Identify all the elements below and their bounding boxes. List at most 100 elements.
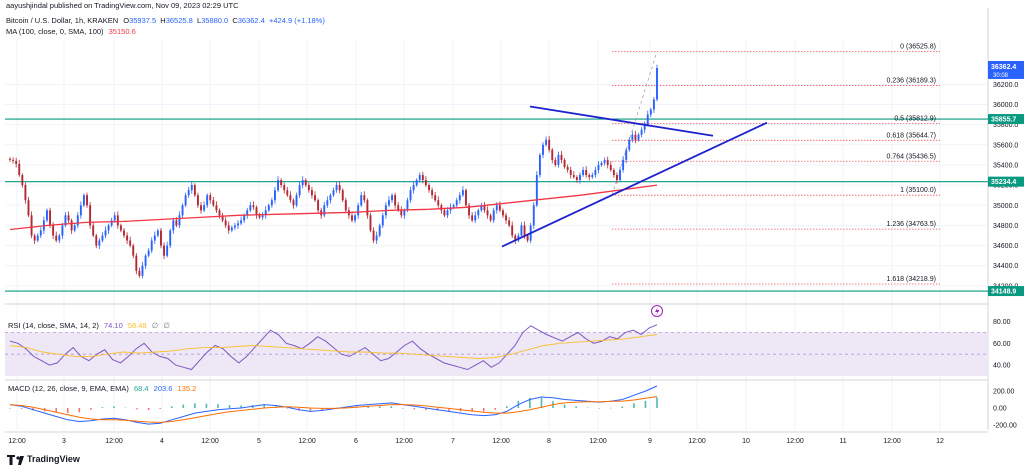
candle [501,208,504,218]
candle-body [526,235,529,241]
ohlc-close-key: C [232,16,238,25]
macd-hist-bar [240,405,242,408]
candle-body [428,185,430,191]
candle-body [55,235,58,241]
candle [144,253,147,270]
macd-legend: MACD (12, 26, close, 9, EMA, EMA) 68.4 2… [8,384,196,393]
macd-tick-label: 200.00 [993,389,1015,396]
candle [375,231,378,244]
macd-signal-value: 135.2 [178,384,197,393]
candle-body [153,235,156,241]
candle-body [606,159,609,165]
candle [354,213,357,224]
candle-body [289,195,292,201]
candle-body [64,215,67,226]
macd-hist-bar [182,404,185,408]
ohlc-high-value: 36525.8 [166,16,193,25]
candle-body [468,205,471,216]
rsi-tick-label: 80.00 [993,319,1011,326]
rsi-tick-label: 60.00 [993,341,1011,348]
candle [409,186,412,203]
time-tick-label: 12:00 [8,438,26,445]
candle-body [163,245,166,256]
candle [218,208,221,219]
time-tick-label: 12:00 [298,438,316,445]
candle [261,212,264,220]
candle-body [18,163,21,176]
candle-body [582,170,585,176]
candle-body [366,200,369,216]
candle-body [378,225,381,236]
candle-body [480,205,483,211]
candle [492,207,495,224]
current-price-label-bg [988,60,1024,79]
candle-body [175,220,178,226]
candle [597,161,600,174]
candle [160,227,162,249]
candle [187,186,190,198]
candle [163,242,166,260]
candle-body [166,245,169,256]
candle-body [261,215,264,218]
lightning-icon[interactable] [651,305,663,317]
candle [532,202,535,229]
candle [172,217,175,234]
candle [326,196,329,208]
candle [58,233,61,244]
candle-body [129,240,132,246]
candle-body [489,215,492,221]
candle [600,161,603,167]
candle [280,178,283,188]
candle [298,181,301,198]
candle-body [434,195,437,201]
candle [283,182,286,194]
time-tick-label: 12:00 [492,438,510,445]
time-tick-label: 11 [839,438,846,445]
candle [486,206,489,219]
candle-body [150,240,153,251]
macd-hist-bar [9,408,11,409]
candle [76,212,79,229]
macd-hist-bar [194,403,196,408]
candle-body [101,235,104,241]
candle [415,178,418,187]
candle-body [123,230,125,236]
candle [21,173,24,188]
price-tick-label: 34400.0 [993,263,1018,270]
candle-body [560,154,563,160]
ma-label: MA (100, close, 0, SMA, 100) [6,27,104,36]
candle-body [557,154,560,165]
candle [116,211,119,229]
candle-body [412,185,415,191]
ma-layer [9,184,658,231]
candle [30,211,33,239]
ohlc-low-value: 35880.0 [201,16,228,25]
macd-hist-bar [656,397,658,408]
candle-body [36,235,39,241]
macd-hist-bar [529,397,531,408]
candle-body [144,255,147,266]
candle-body [354,215,357,221]
candle-body [280,180,283,186]
candle-body [104,230,107,236]
macd-hist-bar [586,407,589,409]
candle [224,217,227,229]
candle-body [307,185,310,191]
candle [646,110,649,127]
candle [138,267,141,278]
candle-body [501,210,504,216]
ohlc-low-key: L [197,16,201,25]
candle [455,197,458,208]
tradingview-logo[interactable]: TradingView [7,454,81,465]
candle-body [471,215,474,221]
candle [572,171,575,179]
candle [557,151,560,168]
candle [221,212,224,223]
price-labels: 35855.7 35234.4 34148.9 36362.4 30:08 [988,60,1024,297]
candle-body [76,215,79,226]
candle-body [39,230,42,236]
candle-body [252,205,255,208]
candle [203,201,206,213]
candle-body [612,170,615,176]
